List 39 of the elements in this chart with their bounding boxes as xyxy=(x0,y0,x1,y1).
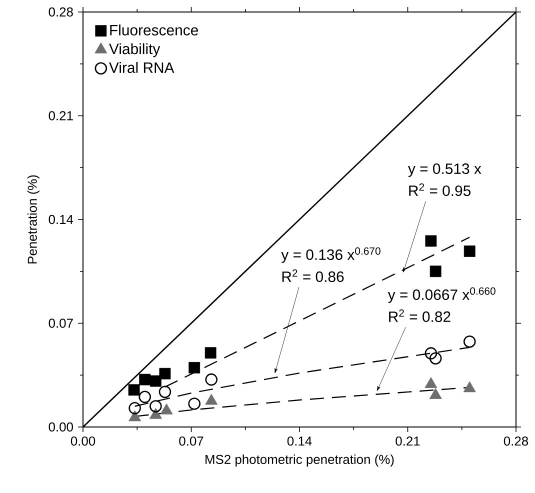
y-tick-label: 0.28 xyxy=(48,7,73,17)
annotation: y = 0.513 x xyxy=(408,163,482,177)
point xyxy=(464,246,476,257)
point xyxy=(128,384,140,396)
point xyxy=(138,390,152,404)
annotation: y = 0.136 x$^{0.670}$ xyxy=(281,247,380,263)
x-tick-label: 0.07 xyxy=(179,436,204,446)
point xyxy=(158,386,172,398)
point xyxy=(159,368,171,380)
y-tick-label: 0.07 xyxy=(48,318,73,328)
x-tick-label: 0.00 xyxy=(70,436,96,446)
x-tick-label: 0.14 xyxy=(287,436,312,446)
point xyxy=(139,374,151,386)
legend-label: Viral RNA xyxy=(109,62,174,73)
point xyxy=(463,335,476,348)
y-tick-label: 0.21 xyxy=(48,111,73,120)
y-tick-label: 0.00 xyxy=(48,422,73,432)
point xyxy=(429,352,442,365)
annotation: R$^{2}$ = 0.95 xyxy=(409,183,471,196)
y-axis-title: Penetration (%) xyxy=(27,175,40,264)
x-tick-label: 0.21 xyxy=(396,436,420,446)
point xyxy=(188,362,200,374)
y-tick-label: 0.14 xyxy=(48,214,74,224)
annotation: y = 0.0667 x$^{0.660}$ xyxy=(388,287,496,303)
point xyxy=(128,402,141,414)
point xyxy=(425,235,437,247)
point xyxy=(188,398,200,410)
point xyxy=(204,347,216,359)
annotation: R$^{2}$ = 0.86 xyxy=(282,269,344,282)
legend-label: Fluorescence xyxy=(110,24,198,36)
point xyxy=(424,347,438,360)
point xyxy=(150,400,162,412)
x-tick-label: 0.28 xyxy=(504,436,528,446)
point xyxy=(430,266,442,278)
annotation: R$^{2}$ = 0.82 xyxy=(389,309,450,322)
point xyxy=(205,373,218,386)
legend-label: Viability xyxy=(109,43,160,58)
x-axis-title: MS2 photometric penetration (%) xyxy=(206,454,394,467)
point xyxy=(150,375,162,387)
